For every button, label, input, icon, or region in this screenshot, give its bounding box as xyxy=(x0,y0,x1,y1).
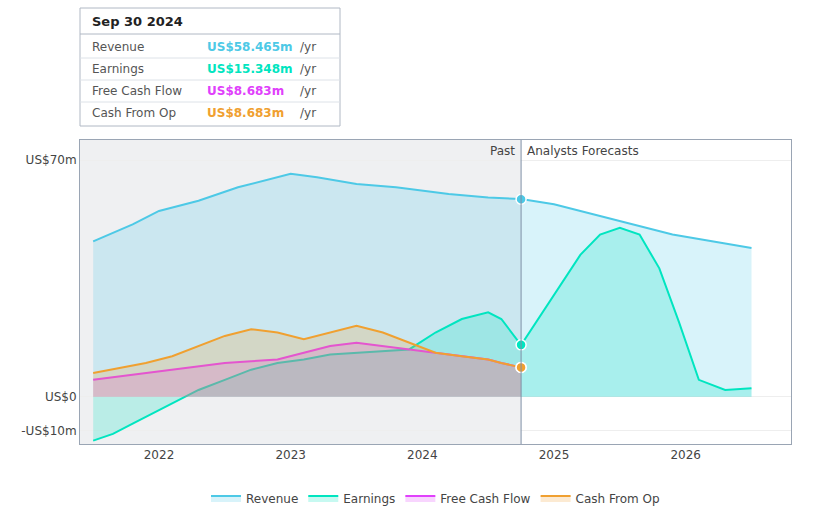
svg-text:2023: 2023 xyxy=(275,448,306,462)
svg-text:US$70m: US$70m xyxy=(26,153,77,167)
svg-text:Free Cash Flow: Free Cash Flow xyxy=(92,84,182,98)
svg-text:/yr: /yr xyxy=(300,62,316,76)
svg-text:Analysts Forecasts: Analysts Forecasts xyxy=(527,144,639,158)
svg-text:2026: 2026 xyxy=(670,448,701,462)
svg-text:US$0: US$0 xyxy=(45,390,77,404)
svg-text:Past: Past xyxy=(490,144,515,158)
svg-text:US$8.683m: US$8.683m xyxy=(207,84,284,98)
svg-text:Earnings: Earnings xyxy=(343,492,395,506)
svg-text:US$58.465m: US$58.465m xyxy=(207,40,293,54)
svg-text:Sep 30 2024: Sep 30 2024 xyxy=(92,14,183,29)
svg-text:US$15.348m: US$15.348m xyxy=(207,62,293,76)
svg-text:Cash From Op: Cash From Op xyxy=(92,106,176,120)
svg-text:Revenue: Revenue xyxy=(92,40,144,54)
svg-text:2022: 2022 xyxy=(144,448,175,462)
svg-text:/yr: /yr xyxy=(300,84,316,98)
svg-text:Revenue: Revenue xyxy=(246,492,298,506)
svg-text:Free Cash Flow: Free Cash Flow xyxy=(440,492,530,506)
svg-text:Cash From Op: Cash From Op xyxy=(576,492,660,506)
svg-text:2025: 2025 xyxy=(539,448,570,462)
svg-text:US$8.683m: US$8.683m xyxy=(207,106,284,120)
svg-text:-US$10m: -US$10m xyxy=(21,424,76,438)
svg-text:/yr: /yr xyxy=(300,106,316,120)
svg-text:Earnings: Earnings xyxy=(92,62,144,76)
svg-text:/yr: /yr xyxy=(300,40,316,54)
svg-text:2024: 2024 xyxy=(407,448,438,462)
